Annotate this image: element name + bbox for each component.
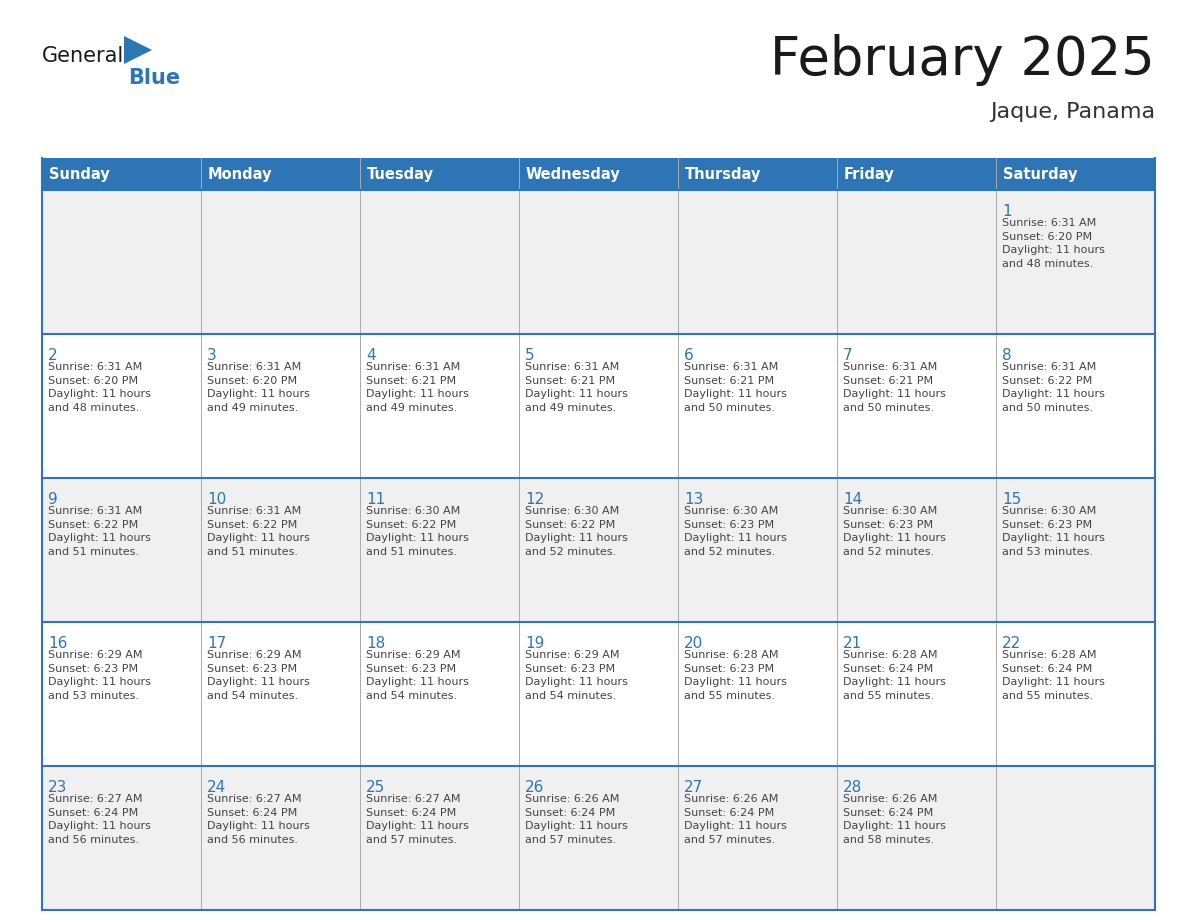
Text: 11: 11 — [366, 492, 385, 507]
Text: Sunrise: 6:29 AM
Sunset: 6:23 PM
Daylight: 11 hours
and 54 minutes.: Sunrise: 6:29 AM Sunset: 6:23 PM Dayligh… — [525, 650, 628, 700]
Bar — [42, 766, 1155, 910]
Text: 6: 6 — [684, 348, 694, 363]
Text: Saturday: Saturday — [1003, 166, 1078, 182]
Bar — [42, 190, 1155, 334]
Bar — [519, 158, 678, 190]
Text: Sunrise: 6:30 AM
Sunset: 6:23 PM
Daylight: 11 hours
and 52 minutes.: Sunrise: 6:30 AM Sunset: 6:23 PM Dayligh… — [684, 506, 786, 557]
Text: Friday: Friday — [843, 166, 895, 182]
Bar — [678, 158, 838, 190]
Text: Sunrise: 6:29 AM
Sunset: 6:23 PM
Daylight: 11 hours
and 53 minutes.: Sunrise: 6:29 AM Sunset: 6:23 PM Dayligh… — [48, 650, 151, 700]
Text: Sunrise: 6:27 AM
Sunset: 6:24 PM
Daylight: 11 hours
and 56 minutes.: Sunrise: 6:27 AM Sunset: 6:24 PM Dayligh… — [207, 794, 310, 845]
Text: Sunrise: 6:30 AM
Sunset: 6:22 PM
Daylight: 11 hours
and 52 minutes.: Sunrise: 6:30 AM Sunset: 6:22 PM Dayligh… — [525, 506, 628, 557]
Text: Sunrise: 6:31 AM
Sunset: 6:22 PM
Daylight: 11 hours
and 51 minutes.: Sunrise: 6:31 AM Sunset: 6:22 PM Dayligh… — [207, 506, 310, 557]
Text: Sunrise: 6:31 AM
Sunset: 6:22 PM
Daylight: 11 hours
and 51 minutes.: Sunrise: 6:31 AM Sunset: 6:22 PM Dayligh… — [48, 506, 151, 557]
Text: Jaque, Panama: Jaque, Panama — [990, 102, 1155, 122]
Text: Sunrise: 6:30 AM
Sunset: 6:23 PM
Daylight: 11 hours
and 53 minutes.: Sunrise: 6:30 AM Sunset: 6:23 PM Dayligh… — [1001, 506, 1105, 557]
Text: February 2025: February 2025 — [770, 34, 1155, 86]
Text: Thursday: Thursday — [685, 166, 762, 182]
Text: Sunrise: 6:28 AM
Sunset: 6:24 PM
Daylight: 11 hours
and 55 minutes.: Sunrise: 6:28 AM Sunset: 6:24 PM Dayligh… — [1001, 650, 1105, 700]
Text: Sunrise: 6:30 AM
Sunset: 6:23 PM
Daylight: 11 hours
and 52 minutes.: Sunrise: 6:30 AM Sunset: 6:23 PM Dayligh… — [843, 506, 946, 557]
Bar — [201, 158, 360, 190]
Text: 1: 1 — [1001, 204, 1012, 219]
Bar — [838, 158, 996, 190]
Bar — [996, 158, 1155, 190]
Text: Sunrise: 6:31 AM
Sunset: 6:20 PM
Daylight: 11 hours
and 49 minutes.: Sunrise: 6:31 AM Sunset: 6:20 PM Dayligh… — [207, 362, 310, 413]
Text: 12: 12 — [525, 492, 544, 507]
Text: Sunrise: 6:31 AM
Sunset: 6:21 PM
Daylight: 11 hours
and 49 minutes.: Sunrise: 6:31 AM Sunset: 6:21 PM Dayligh… — [366, 362, 469, 413]
Text: Sunrise: 6:26 AM
Sunset: 6:24 PM
Daylight: 11 hours
and 57 minutes.: Sunrise: 6:26 AM Sunset: 6:24 PM Dayligh… — [525, 794, 628, 845]
Text: 23: 23 — [48, 780, 68, 795]
Text: Sunrise: 6:31 AM
Sunset: 6:20 PM
Daylight: 11 hours
and 48 minutes.: Sunrise: 6:31 AM Sunset: 6:20 PM Dayligh… — [48, 362, 151, 413]
Text: Sunrise: 6:28 AM
Sunset: 6:23 PM
Daylight: 11 hours
and 55 minutes.: Sunrise: 6:28 AM Sunset: 6:23 PM Dayligh… — [684, 650, 786, 700]
Text: 9: 9 — [48, 492, 58, 507]
Text: Sunrise: 6:31 AM
Sunset: 6:20 PM
Daylight: 11 hours
and 48 minutes.: Sunrise: 6:31 AM Sunset: 6:20 PM Dayligh… — [1001, 218, 1105, 269]
Text: 26: 26 — [525, 780, 544, 795]
Text: Sunrise: 6:30 AM
Sunset: 6:22 PM
Daylight: 11 hours
and 51 minutes.: Sunrise: 6:30 AM Sunset: 6:22 PM Dayligh… — [366, 506, 469, 557]
Text: Sunrise: 6:27 AM
Sunset: 6:24 PM
Daylight: 11 hours
and 56 minutes.: Sunrise: 6:27 AM Sunset: 6:24 PM Dayligh… — [48, 794, 151, 845]
Text: 19: 19 — [525, 636, 544, 651]
Text: 3: 3 — [207, 348, 216, 363]
Text: Sunrise: 6:31 AM
Sunset: 6:21 PM
Daylight: 11 hours
and 49 minutes.: Sunrise: 6:31 AM Sunset: 6:21 PM Dayligh… — [525, 362, 628, 413]
Text: 18: 18 — [366, 636, 385, 651]
Polygon shape — [124, 36, 152, 64]
Text: Sunrise: 6:29 AM
Sunset: 6:23 PM
Daylight: 11 hours
and 54 minutes.: Sunrise: 6:29 AM Sunset: 6:23 PM Dayligh… — [207, 650, 310, 700]
Text: 15: 15 — [1001, 492, 1022, 507]
Text: 22: 22 — [1001, 636, 1022, 651]
Text: 2: 2 — [48, 348, 58, 363]
Text: 14: 14 — [843, 492, 862, 507]
Text: Sunrise: 6:31 AM
Sunset: 6:21 PM
Daylight: 11 hours
and 50 minutes.: Sunrise: 6:31 AM Sunset: 6:21 PM Dayligh… — [843, 362, 946, 413]
Text: 7: 7 — [843, 348, 853, 363]
Bar — [42, 622, 1155, 766]
Text: 20: 20 — [684, 636, 703, 651]
Text: Tuesday: Tuesday — [367, 166, 434, 182]
Text: 8: 8 — [1001, 348, 1012, 363]
Bar — [42, 478, 1155, 622]
Text: 5: 5 — [525, 348, 535, 363]
Text: Sunrise: 6:26 AM
Sunset: 6:24 PM
Daylight: 11 hours
and 57 minutes.: Sunrise: 6:26 AM Sunset: 6:24 PM Dayligh… — [684, 794, 786, 845]
Text: 24: 24 — [207, 780, 226, 795]
Text: Wednesday: Wednesday — [526, 166, 621, 182]
Bar — [42, 158, 201, 190]
Text: 13: 13 — [684, 492, 703, 507]
Text: 25: 25 — [366, 780, 385, 795]
Text: 21: 21 — [843, 636, 862, 651]
Text: Sunrise: 6:26 AM
Sunset: 6:24 PM
Daylight: 11 hours
and 58 minutes.: Sunrise: 6:26 AM Sunset: 6:24 PM Dayligh… — [843, 794, 946, 845]
Text: Blue: Blue — [128, 68, 181, 88]
Text: 17: 17 — [207, 636, 226, 651]
Text: 10: 10 — [207, 492, 226, 507]
Text: Sunrise: 6:31 AM
Sunset: 6:22 PM
Daylight: 11 hours
and 50 minutes.: Sunrise: 6:31 AM Sunset: 6:22 PM Dayligh… — [1001, 362, 1105, 413]
Text: Monday: Monday — [208, 166, 272, 182]
Text: Sunrise: 6:31 AM
Sunset: 6:21 PM
Daylight: 11 hours
and 50 minutes.: Sunrise: 6:31 AM Sunset: 6:21 PM Dayligh… — [684, 362, 786, 413]
Bar — [360, 158, 519, 190]
Text: Sunrise: 6:27 AM
Sunset: 6:24 PM
Daylight: 11 hours
and 57 minutes.: Sunrise: 6:27 AM Sunset: 6:24 PM Dayligh… — [366, 794, 469, 845]
Text: 4: 4 — [366, 348, 375, 363]
Text: Sunrise: 6:29 AM
Sunset: 6:23 PM
Daylight: 11 hours
and 54 minutes.: Sunrise: 6:29 AM Sunset: 6:23 PM Dayligh… — [366, 650, 469, 700]
Text: Sunrise: 6:28 AM
Sunset: 6:24 PM
Daylight: 11 hours
and 55 minutes.: Sunrise: 6:28 AM Sunset: 6:24 PM Dayligh… — [843, 650, 946, 700]
Text: 28: 28 — [843, 780, 862, 795]
Text: 27: 27 — [684, 780, 703, 795]
Text: General: General — [42, 46, 125, 66]
Text: 16: 16 — [48, 636, 68, 651]
Bar — [42, 334, 1155, 478]
Text: Sunday: Sunday — [49, 166, 109, 182]
